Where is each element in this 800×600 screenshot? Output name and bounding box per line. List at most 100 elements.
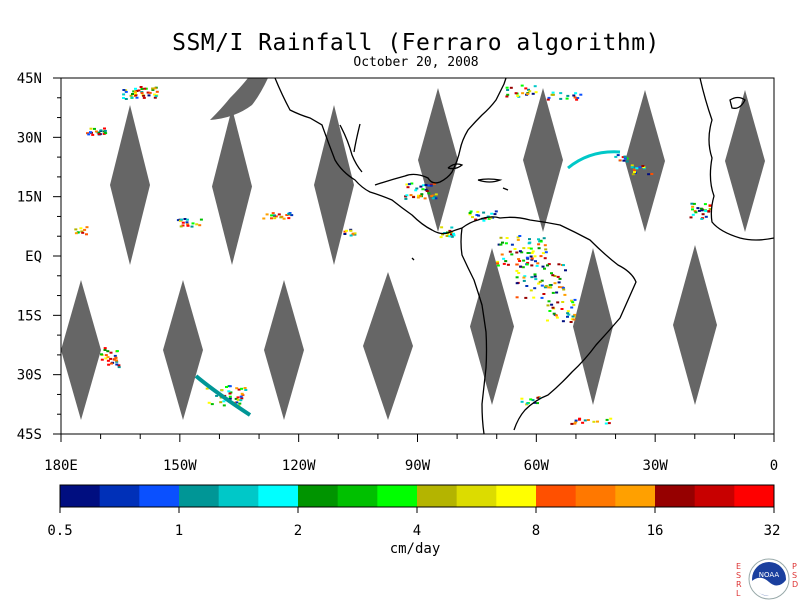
rain-cell xyxy=(592,420,596,423)
rain-cell xyxy=(431,197,435,200)
rain-cell xyxy=(409,194,413,197)
rain-cell xyxy=(274,215,278,218)
rain-cell xyxy=(235,387,239,390)
rain-cell xyxy=(533,255,537,258)
rain-cell xyxy=(124,90,128,93)
rain-cell xyxy=(566,312,570,315)
rain-cell xyxy=(469,210,473,213)
rain-cell xyxy=(134,87,137,90)
rain-cell xyxy=(578,417,582,420)
rain-cell xyxy=(536,262,540,265)
rain-cell xyxy=(106,359,110,362)
rain-cell xyxy=(505,95,509,98)
rain-cell xyxy=(609,417,613,420)
rain-cell xyxy=(225,386,228,388)
rain-cell xyxy=(550,93,554,96)
rain-cell xyxy=(132,90,136,93)
rain-cell xyxy=(564,269,567,272)
rain-cell xyxy=(491,216,494,219)
rain-cell xyxy=(243,387,247,389)
rain-cell xyxy=(239,395,243,398)
rain-cell xyxy=(134,92,137,95)
rain-cell xyxy=(81,231,85,234)
rain-cell xyxy=(510,243,514,246)
colorbar-swatch xyxy=(337,485,378,507)
rain-cell xyxy=(579,93,583,96)
rain-cell xyxy=(536,396,540,399)
rain-cell xyxy=(151,87,155,90)
rain-cell xyxy=(539,240,543,243)
rain-cell xyxy=(407,183,411,186)
rain-cell xyxy=(415,187,419,190)
rain-cell xyxy=(236,398,240,401)
lon-label: 150W xyxy=(163,458,197,474)
no-data-swath xyxy=(210,78,268,120)
rain-cell xyxy=(148,91,152,94)
no-data-swath xyxy=(523,88,563,232)
rain-cell xyxy=(571,301,575,304)
rain-cell xyxy=(555,316,559,319)
coastlines xyxy=(274,78,774,434)
rain-cell xyxy=(621,156,625,159)
rain-cell xyxy=(483,217,487,220)
rain-band xyxy=(194,374,252,417)
coastline xyxy=(447,163,464,170)
rain-cell xyxy=(544,251,548,254)
rain-cell xyxy=(532,296,536,299)
no-data-swath xyxy=(314,105,354,265)
rain-cell xyxy=(622,159,626,162)
rain-cell xyxy=(220,389,224,392)
rain-cell xyxy=(573,422,577,425)
rain-cell xyxy=(535,264,539,267)
rain-cell xyxy=(529,247,533,250)
rain-cell xyxy=(504,242,508,245)
coastline xyxy=(374,78,507,186)
rain-cell xyxy=(515,269,519,272)
rain-cell xyxy=(529,255,533,258)
rain-cell xyxy=(700,217,704,220)
rain-cell xyxy=(122,97,125,99)
rain-cell xyxy=(551,291,555,294)
rain-cell xyxy=(514,92,518,95)
rain-cell xyxy=(104,132,108,135)
rain-cell xyxy=(633,171,636,174)
rain-cell xyxy=(516,94,520,97)
rain-cell xyxy=(561,320,565,323)
coastline xyxy=(460,227,488,434)
rain-cell xyxy=(557,281,561,284)
rain-cell xyxy=(185,218,189,221)
lat-label: 45N xyxy=(17,71,42,87)
colorbar-swatch xyxy=(417,485,458,507)
rain-cell xyxy=(207,401,211,404)
rain-cell xyxy=(550,272,553,275)
rain-cell xyxy=(103,129,107,132)
rain-cell xyxy=(450,231,454,234)
colorbar-swatch xyxy=(99,485,140,507)
rain-cell xyxy=(195,223,199,226)
rain-cell xyxy=(468,212,472,214)
colorbar-swatch xyxy=(60,485,101,507)
rain-cell xyxy=(520,251,524,254)
rain-cell xyxy=(235,401,239,404)
rain-cell xyxy=(548,310,552,312)
rain-cell xyxy=(474,218,478,221)
rain-cell xyxy=(557,263,561,266)
rain-cell xyxy=(533,275,537,278)
rain-cell xyxy=(183,218,187,220)
rain-cell xyxy=(501,241,504,244)
rain-cell xyxy=(228,395,232,398)
rain-cell xyxy=(497,243,501,246)
lon-label: 120W xyxy=(282,458,316,474)
lon-label: 60W xyxy=(524,458,550,474)
no-data-swath xyxy=(110,105,150,265)
rain-cell xyxy=(510,253,514,256)
rain-cell xyxy=(115,359,118,362)
rain-cell xyxy=(515,296,519,299)
axis-ticks xyxy=(53,77,775,442)
rain-cell xyxy=(641,165,645,167)
rain-cell xyxy=(530,252,534,254)
rain-cell xyxy=(506,93,510,96)
rain-cell xyxy=(199,218,203,221)
